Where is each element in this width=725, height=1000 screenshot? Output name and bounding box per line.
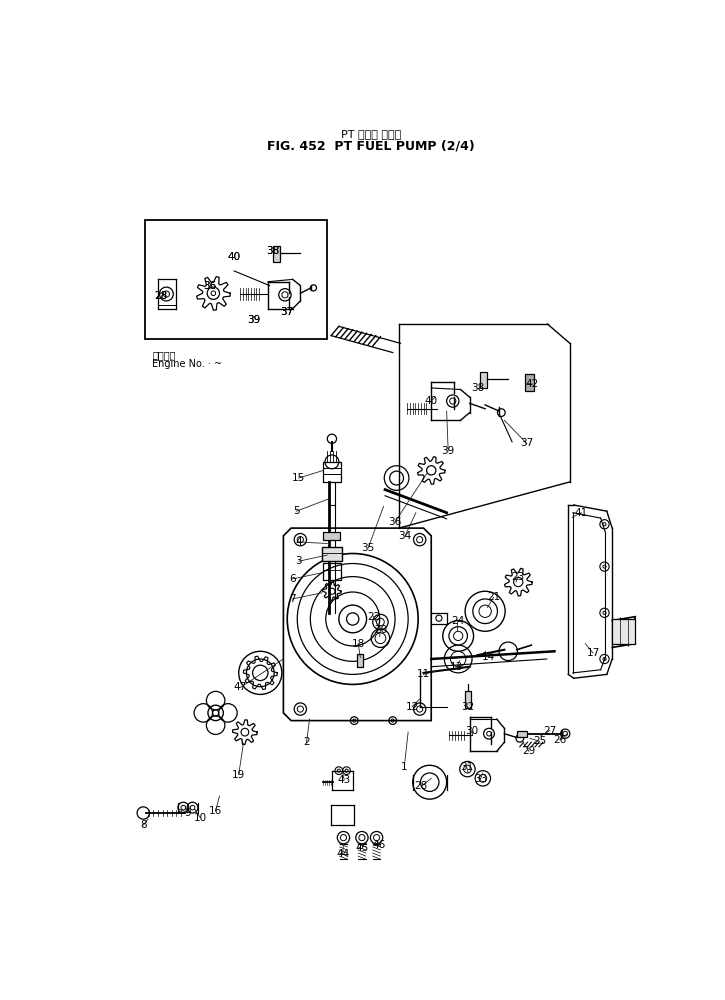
Text: 13: 13	[450, 662, 463, 672]
Bar	[273, 246, 281, 262]
Bar	[612, 619, 635, 644]
Text: 30: 30	[465, 726, 478, 736]
Text: 31: 31	[460, 762, 473, 772]
Text: 40: 40	[425, 396, 438, 406]
Text: 14: 14	[481, 652, 495, 662]
Bar	[525, 374, 534, 391]
Text: 36: 36	[203, 281, 216, 291]
Bar	[518, 731, 527, 737]
Text: 32: 32	[461, 702, 474, 712]
Text: 22: 22	[367, 612, 380, 622]
Text: 1: 1	[401, 762, 407, 772]
Text: 4: 4	[296, 537, 302, 547]
Text: PT フェル ポンプ: PT フェル ポンプ	[341, 129, 402, 139]
Text: 11: 11	[417, 669, 430, 679]
Text: 37: 37	[520, 438, 534, 448]
Text: 45: 45	[355, 843, 368, 853]
Text: 37: 37	[281, 307, 294, 317]
Text: 15: 15	[292, 473, 305, 483]
Text: 27: 27	[543, 726, 557, 736]
Text: 18: 18	[352, 639, 365, 649]
Text: 17: 17	[587, 648, 600, 658]
Text: 40: 40	[228, 252, 241, 262]
Text: 37: 37	[281, 307, 294, 317]
Text: 8: 8	[140, 820, 146, 830]
Text: 29: 29	[523, 746, 536, 756]
Text: 24: 24	[451, 615, 464, 626]
Text: 25: 25	[533, 736, 547, 746]
Text: 36: 36	[203, 281, 216, 291]
Text: 38: 38	[266, 246, 279, 256]
Text: 9: 9	[185, 808, 191, 818]
Text: 35: 35	[362, 543, 375, 553]
Text: 28: 28	[415, 781, 428, 791]
Text: 47: 47	[233, 682, 247, 692]
Text: 40: 40	[228, 252, 241, 262]
Text: 16: 16	[209, 806, 223, 816]
Bar	[480, 372, 486, 388]
Bar	[323, 532, 340, 540]
Text: 応用号機: 応用号機	[152, 350, 176, 360]
Text: 44: 44	[336, 849, 349, 859]
Bar	[465, 691, 471, 708]
Text: 10: 10	[194, 813, 207, 823]
Text: 39: 39	[247, 315, 260, 325]
Bar	[323, 563, 341, 580]
Text: 38: 38	[471, 383, 484, 393]
Text: 46: 46	[372, 840, 386, 850]
Text: 42: 42	[526, 379, 539, 389]
Text: 19: 19	[232, 770, 245, 780]
Text: FIG. 452  PT FUEL PUMP (2/4): FIG. 452 PT FUEL PUMP (2/4)	[268, 140, 475, 153]
Text: 36: 36	[389, 517, 402, 527]
Text: 6: 6	[289, 574, 296, 584]
Text: 5: 5	[293, 506, 300, 516]
Text: 12: 12	[405, 702, 418, 712]
Text: 28: 28	[154, 291, 167, 301]
Text: 26: 26	[553, 735, 566, 745]
Text: 39: 39	[442, 446, 455, 456]
Text: 33: 33	[474, 774, 487, 784]
Text: 23: 23	[512, 572, 525, 582]
Text: 7: 7	[289, 594, 296, 604]
Text: 2: 2	[303, 737, 310, 747]
Text: 43: 43	[338, 775, 351, 785]
Text: 21: 21	[487, 592, 500, 602]
Text: Engine No. · ~: Engine No. · ~	[152, 359, 223, 369]
Bar	[322, 547, 342, 561]
Bar	[323, 462, 341, 482]
Text: 38: 38	[266, 246, 279, 256]
Text: 39: 39	[247, 315, 260, 325]
Text: 28: 28	[154, 291, 167, 301]
Text: 41: 41	[575, 508, 588, 518]
Text: 20: 20	[374, 625, 387, 635]
Text: 34: 34	[399, 531, 412, 541]
Bar	[357, 654, 363, 667]
Text: 3: 3	[296, 556, 302, 566]
Bar	[145, 220, 327, 339]
